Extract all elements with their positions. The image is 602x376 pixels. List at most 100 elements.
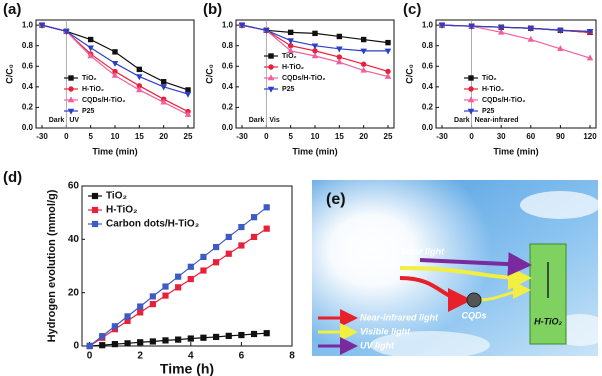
marker [160,84,167,91]
x-tick-label: 8 [289,351,295,362]
marker [250,233,258,241]
marker [212,259,220,266]
marker [287,47,294,54]
x-axis-label: Time (min) [292,146,337,156]
x-tick-label: 15 [335,132,344,141]
panel-label: (b) [203,1,222,18]
marker [111,60,119,67]
x-tick-label: 25 [384,132,393,141]
marker [311,52,319,59]
marker [149,293,156,300]
legend-marker [68,75,74,81]
y-tick-label: 0.0 [222,123,234,132]
marker [336,58,343,65]
upconversion-arrow [477,281,531,302]
legend-marker [268,53,274,59]
marker [184,110,192,117]
y-tick-label: 1.0 [22,20,34,29]
legend-marker [468,75,474,81]
marker [586,54,594,61]
x-tick-label: 6 [239,351,245,362]
marker [212,243,220,251]
panel-label: (d) [3,169,22,186]
legend-label: Near-infrared light [360,312,439,322]
annotation: Vis [269,117,279,124]
vis-arrow [399,265,532,290]
marker [360,48,367,55]
legend-label: CQDs/H-TiO₂ [282,75,325,82]
legend-marker [268,64,274,70]
y-tick-label: 0.6 [22,61,34,70]
x-axis-label: Time (min) [493,146,538,156]
panel-label: (c) [403,1,421,18]
cloud [520,191,600,219]
x-tick-label: 0 [64,132,69,141]
marker [200,253,207,261]
marker [124,313,131,320]
x-tick-label: -30 [236,132,248,141]
legend-label: CQDs/H-TiO₂ [82,97,125,104]
x-tick-label: 25 [184,132,193,141]
marker [187,263,194,270]
marker [238,331,245,339]
marker [160,79,167,85]
marker [263,225,270,232]
marker [225,332,232,339]
marker [175,273,182,280]
legend-marker [91,220,99,228]
marker [184,91,192,98]
x-tick-label: 10 [111,132,120,141]
y-axis-label: C/C₀ [204,64,214,84]
marker [557,28,564,34]
cqds-label: CQDs [461,310,486,320]
y-tick-label: 0.0 [422,123,434,132]
marker [87,45,94,52]
y-tick-label: 40 [68,234,80,245]
chart: (a) 0.0 0.2 0.4 0.6 0.8 1.0 C/C₀ Time (min) -30 0 5… [3,1,195,156]
y-tick-label: 0.2 [422,103,434,112]
y-tick-label: 0.0 [22,123,34,132]
marker [336,46,343,53]
annotation: Near-infrared [475,117,519,124]
x-tick-label: 30 [497,132,506,141]
marker [111,71,119,78]
legend-marker [67,96,75,103]
legend-marker [468,86,474,92]
legend-marker [67,108,75,115]
y-tick-label: 0.4 [22,82,34,91]
marker [200,267,207,274]
marker [384,72,392,79]
legend-marker [267,86,275,93]
legend-label: TiO₂ [482,75,497,82]
marker [99,342,106,349]
marker [360,66,367,73]
uv-arrow [419,252,532,277]
y-tick-label: 0.8 [22,41,34,50]
marker [250,214,258,221]
x-tick-label: 2 [137,351,143,362]
marker [336,33,343,40]
annotation: Dark [49,117,65,124]
marker [86,342,93,350]
marker [136,74,143,81]
legend-marker [91,206,99,214]
marker [162,283,169,290]
marker [263,330,270,337]
marker [175,284,182,291]
marker [497,24,505,31]
legend-label: P25 [482,108,495,115]
chart: (b) 0.0 0.2 0.4 0.6 0.8 1.0 C/C₀ Time (min) -30 0 5… [203,1,395,156]
cqd-sphere [466,292,482,308]
marker [238,242,245,249]
x-tick-label: -30 [436,132,448,141]
marker [136,66,143,73]
y-tick-label: 60 [68,181,80,192]
legend-marker [467,108,475,115]
legend-marker [68,86,74,92]
marker [497,28,505,35]
annotation: Dark [454,117,470,124]
y-axis-label: C/C₀ [404,64,414,84]
series-line [441,24,591,32]
marker [137,303,144,310]
